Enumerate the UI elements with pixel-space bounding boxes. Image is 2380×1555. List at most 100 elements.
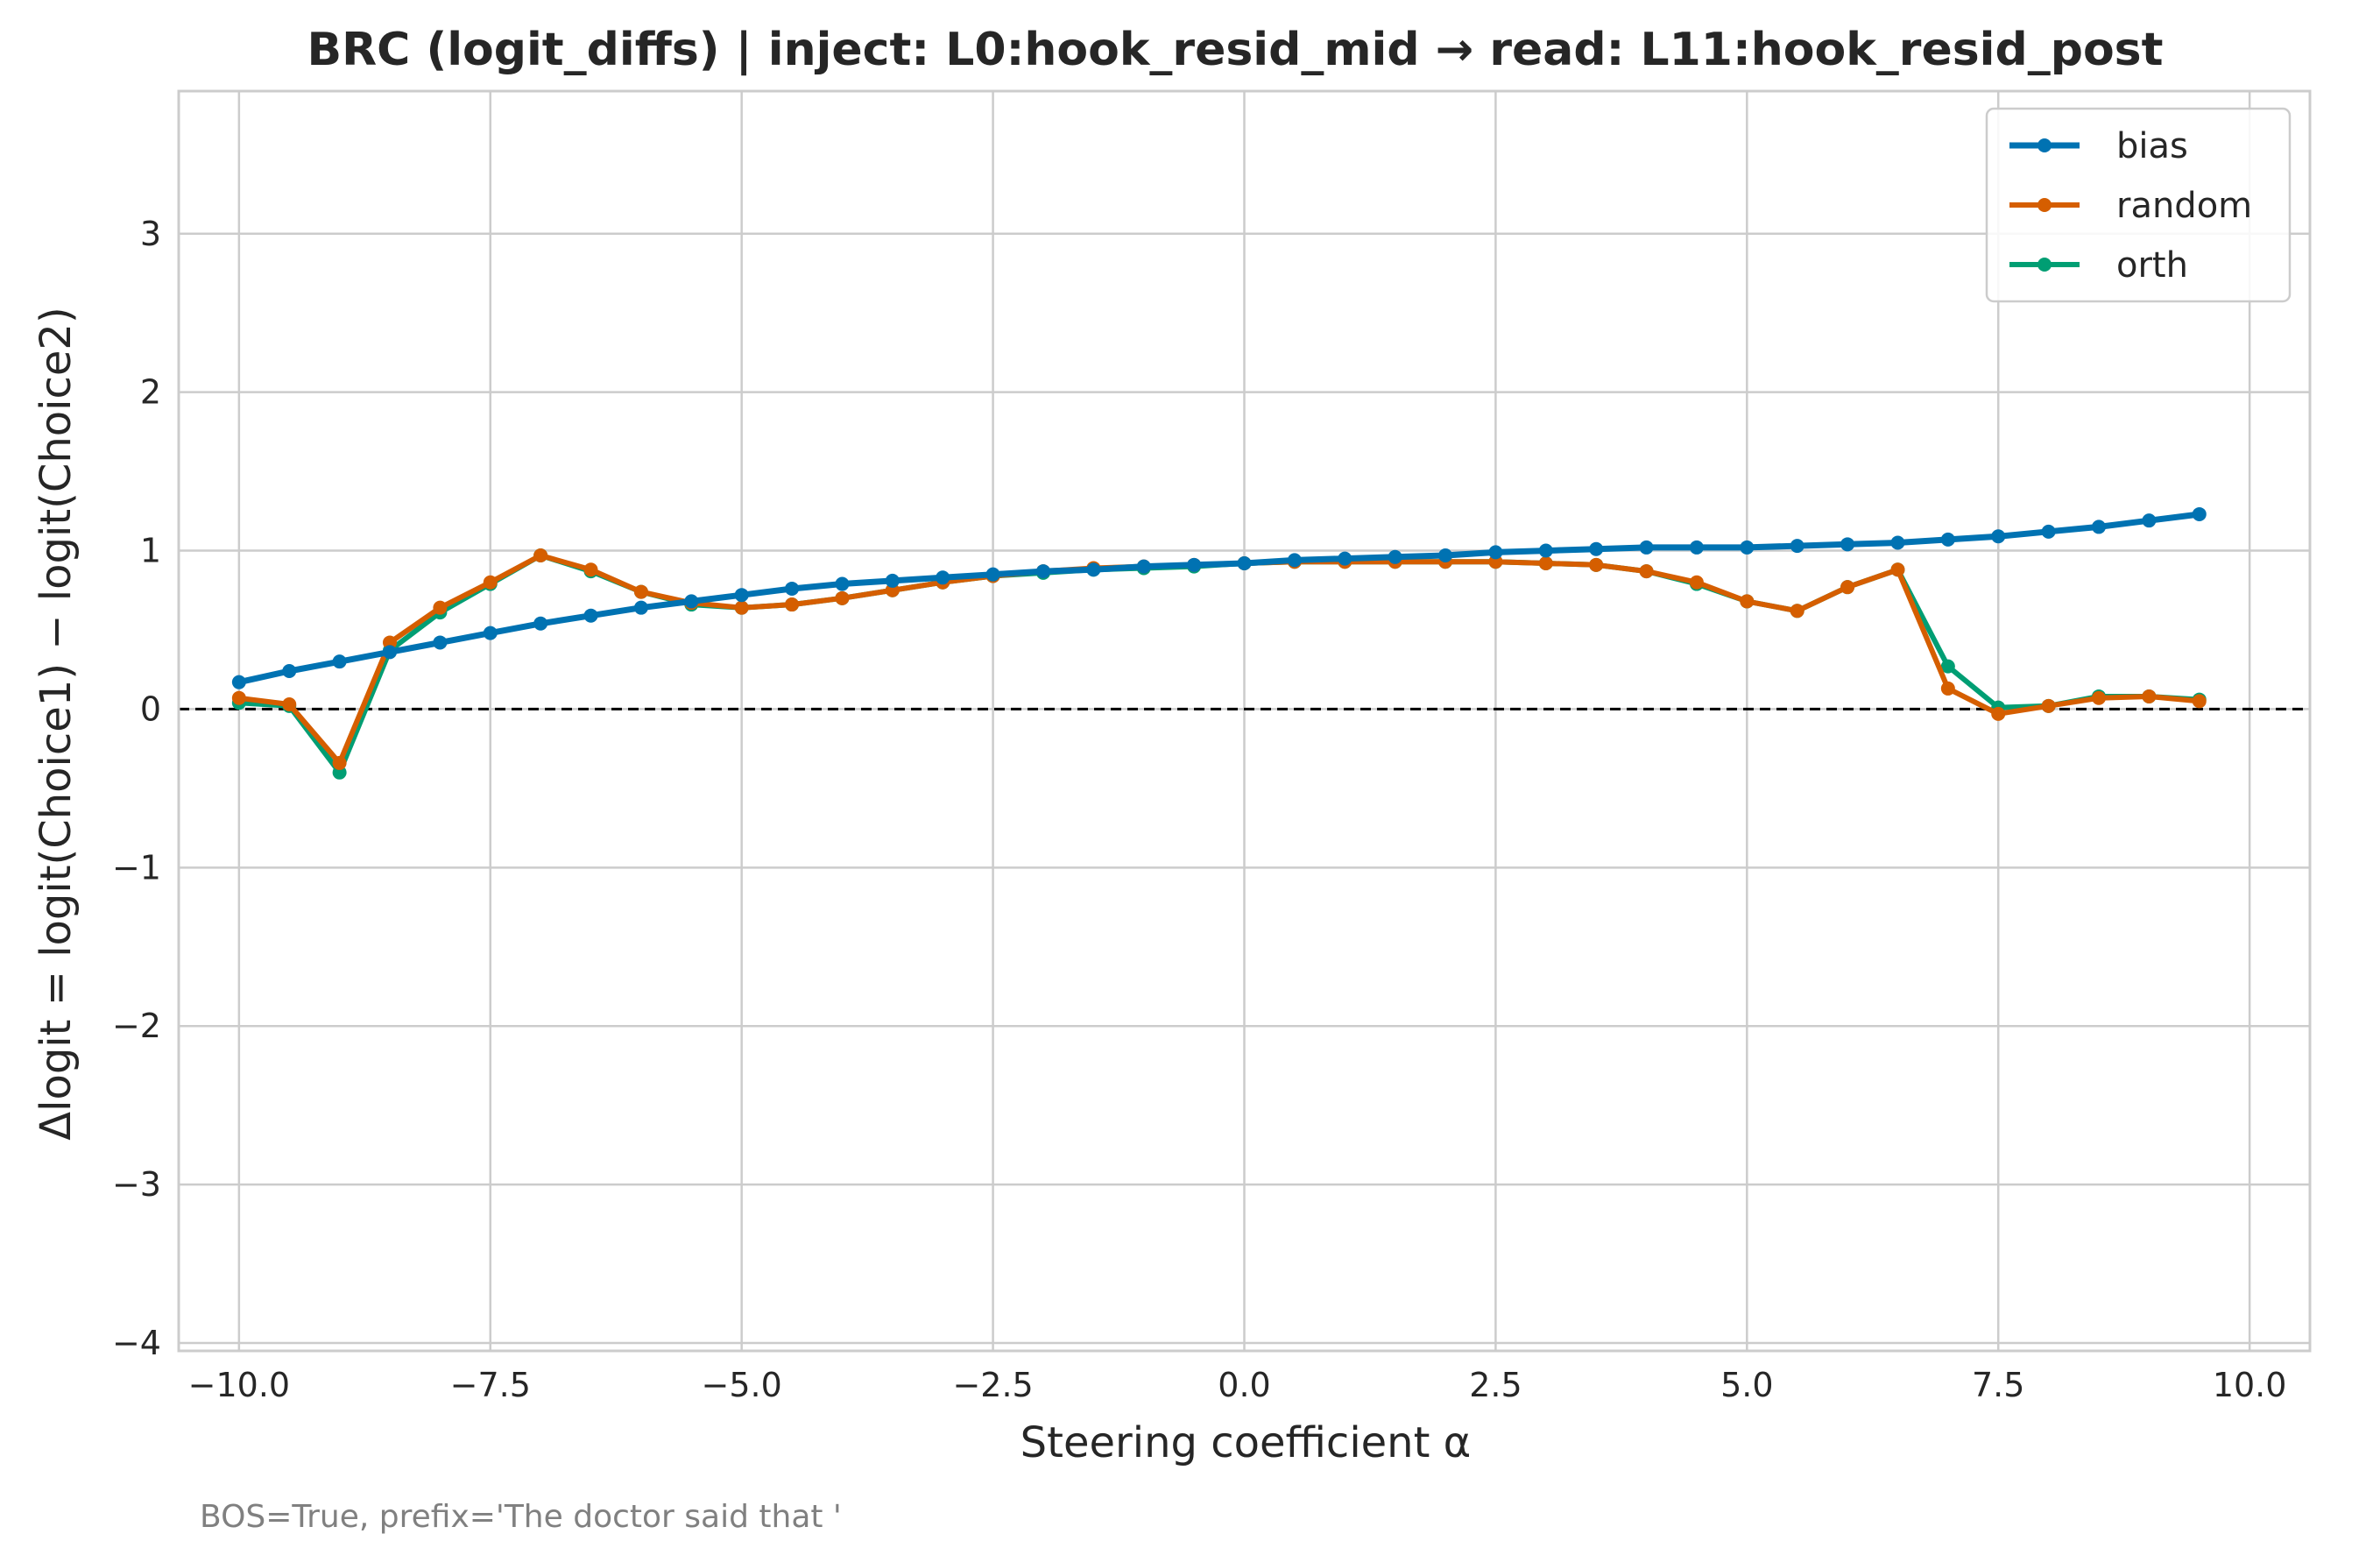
- data-point-bias: [1388, 549, 1402, 564]
- x-tick-label: 10.0: [2213, 1366, 2287, 1404]
- data-point-bias: [1639, 540, 1654, 555]
- data-point-bias: [583, 608, 598, 623]
- data-point-bias: [2041, 524, 2056, 539]
- data-point-random: [1639, 564, 1654, 579]
- data-point-bias: [1136, 559, 1151, 574]
- data-point-bias: [231, 675, 246, 689]
- data-point-random: [433, 600, 448, 615]
- data-point-random: [1790, 604, 1804, 618]
- data-point-random: [583, 562, 598, 577]
- legend-marker: [2037, 138, 2052, 152]
- data-point-random: [282, 697, 297, 712]
- data-point-random: [1840, 580, 1855, 595]
- y-tick-label: 2: [140, 373, 161, 412]
- x-tick-label: −5.0: [702, 1366, 782, 1404]
- data-point-bias: [1287, 553, 1302, 568]
- data-point-bias: [1338, 551, 1352, 566]
- data-point-bias: [1790, 539, 1804, 554]
- data-point-bias: [734, 588, 749, 603]
- data-point-bias: [533, 616, 548, 631]
- x-tick-label: 0.0: [1218, 1366, 1270, 1404]
- legend-marker: [2037, 198, 2052, 212]
- data-point-bias: [1840, 537, 1855, 552]
- series-random: [231, 548, 2207, 770]
- legend-marker: [2037, 258, 2052, 272]
- data-point-bias: [1187, 557, 1202, 572]
- data-point-random: [2091, 690, 2106, 705]
- data-point-random: [1940, 681, 1955, 696]
- data-point-bias: [1237, 556, 1252, 571]
- data-point-random: [1740, 594, 1755, 609]
- data-point-bias: [633, 600, 648, 615]
- y-tick-label: 1: [140, 532, 161, 570]
- data-point-random: [734, 600, 749, 615]
- data-point-random: [835, 590, 850, 605]
- footnote: BOS=True, prefix='The doctor said that ': [200, 1499, 842, 1535]
- data-point-bias: [383, 645, 398, 660]
- data-point-random: [1589, 557, 1604, 572]
- data-point-random: [1890, 562, 1905, 577]
- data-point-random: [1689, 575, 1704, 590]
- y-tick-label: −2: [112, 1007, 161, 1045]
- data-point-bias: [684, 594, 699, 609]
- data-point-bias: [1086, 562, 1101, 577]
- x-axis-title: Steering coefficient α: [1021, 1418, 1472, 1467]
- x-tick-label: −10.0: [188, 1366, 290, 1404]
- x-tick-label: −7.5: [450, 1366, 531, 1404]
- data-point-bias: [985, 567, 1000, 582]
- data-point-bias: [1991, 529, 2006, 544]
- data-point-bias: [1740, 540, 1755, 555]
- data-point-bias: [282, 664, 297, 679]
- x-tick-label: 5.0: [1720, 1366, 1773, 1404]
- data-point-bias: [885, 573, 900, 588]
- data-point-bias: [785, 581, 800, 596]
- y-tick-label: −3: [112, 1165, 161, 1204]
- legend-box: [1985, 107, 2292, 303]
- y-tick-label: −1: [112, 848, 161, 887]
- legend-item-orth: orth: [2009, 245, 2188, 286]
- data-point-orth: [1940, 659, 1955, 674]
- x-axis-ticks: −10.0 −7.5 −5.0 −2.5 0.0 2.5 5.0 7.5 10.0: [188, 1366, 2287, 1404]
- x-tick-label: −2.5: [952, 1366, 1033, 1404]
- data-point-bias: [2142, 513, 2157, 528]
- data-point-bias: [1538, 543, 1553, 558]
- series-line-random: [238, 553, 2200, 766]
- series-line-bias: [238, 511, 2200, 686]
- data-point-random: [533, 548, 548, 562]
- data-point-bias: [835, 576, 850, 591]
- y-axis-ticks: −4 −3 −2 −1 0 1 2 3: [112, 215, 161, 1362]
- data-point-random: [483, 575, 498, 590]
- plot-frame: [177, 89, 2312, 1353]
- legend: bias random orth: [1985, 107, 2292, 303]
- data-point-bias: [1890, 535, 1905, 550]
- data-point-bias: [483, 626, 498, 640]
- legend-label: orth: [2116, 245, 2188, 286]
- data-point-random: [1538, 556, 1553, 571]
- y-tick-label: −4: [112, 1324, 161, 1362]
- y-axis-title: Δlogit = logit(Choice1) − logit(Choice2): [32, 307, 81, 1140]
- data-point-bias: [1488, 545, 1503, 560]
- legend-label: random: [2116, 186, 2252, 226]
- y-tick-label: 0: [140, 689, 161, 728]
- data-point-bias: [1438, 548, 1453, 562]
- data-point-random: [332, 755, 347, 770]
- series-bias: [231, 506, 2207, 689]
- data-point-bias: [1689, 540, 1704, 555]
- data-point-random: [2142, 689, 2157, 703]
- data-point-bias: [2192, 506, 2207, 521]
- data-point-random: [1991, 706, 2006, 721]
- series-group: [231, 506, 2207, 780]
- data-point-bias: [936, 570, 950, 585]
- series-orth: [231, 548, 2207, 780]
- legend-item-bias: bias: [2009, 126, 2188, 166]
- data-point-random: [785, 597, 800, 612]
- data-point-bias: [433, 635, 448, 650]
- data-point-random: [2192, 694, 2207, 709]
- data-point-random: [633, 584, 648, 599]
- data-point-random: [231, 690, 246, 705]
- data-point-random: [2041, 698, 2056, 713]
- x-tick-label: 2.5: [1469, 1366, 1522, 1404]
- data-point-bias: [2091, 520, 2106, 534]
- data-point-bias: [1589, 541, 1604, 556]
